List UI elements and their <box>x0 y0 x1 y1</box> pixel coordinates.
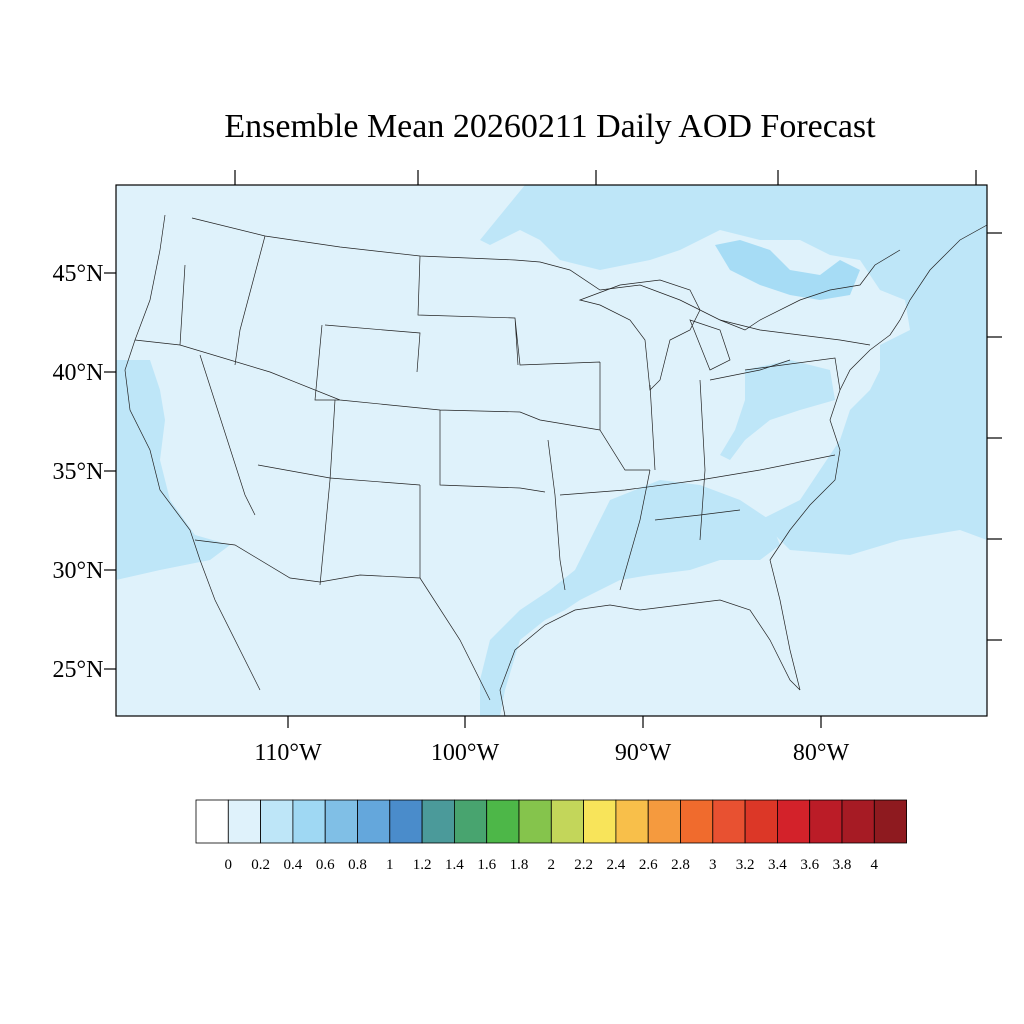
aod-regions <box>116 185 987 716</box>
state-lines <box>134 235 871 591</box>
colorbar-swatch <box>647 799 681 844</box>
longitude-labels: 110°W 100°W 90°W 80°W <box>254 740 849 766</box>
colorbar-tick-label: 0.4 <box>284 857 303 873</box>
aod-region-canada-high <box>715 240 860 300</box>
plot-frame <box>115 184 988 717</box>
colorbar-swatch <box>486 799 520 844</box>
colorbar-swatch <box>292 799 326 844</box>
colorbar-swatch <box>873 799 907 844</box>
colorbar-tick-label: 3.6 <box>800 857 819 873</box>
lat-label-40: 40°N <box>53 360 104 386</box>
colorbar-swatch <box>421 799 455 844</box>
great-lakes <box>578 279 791 391</box>
colorbar-swatch <box>809 799 843 844</box>
colorbar-tick-label: 2 <box>548 857 556 873</box>
colorbar-tick-label: 2.8 <box>671 857 690 873</box>
mexico-border <box>194 539 491 701</box>
colorbar-swatch <box>680 799 714 844</box>
tick-marks <box>104 170 1002 728</box>
colorbar-swatch <box>453 799 488 844</box>
colorbar-tick-label: 1.2 <box>413 857 432 873</box>
colorbar-swatch <box>744 799 778 844</box>
colorbar-swatch <box>389 799 423 844</box>
aod-region-gulf <box>480 480 780 716</box>
colorbar-swatch <box>195 799 229 844</box>
colorbar-tick-label: 2.4 <box>607 857 626 873</box>
colorbar-swatch <box>841 799 875 844</box>
lat-label-35: 35°N <box>53 459 104 485</box>
colorbar-tick-label: 0 <box>225 857 233 873</box>
colorbar-tick-label: 4 <box>871 857 879 873</box>
colorbar-tick-label: 2.6 <box>639 857 658 873</box>
lat-label-45: 45°N <box>53 261 104 287</box>
colorbar-tick-label: 1.8 <box>510 857 529 873</box>
colorbar-tick-label: 3 <box>709 857 717 873</box>
colorbar <box>195 799 907 844</box>
lat-label-30: 30°N <box>53 558 104 584</box>
aod-region-west-coast <box>116 360 230 580</box>
boundaries <box>124 214 987 716</box>
colorbar-labels: 0 0.2 0.4 0.6 0.8 1 1.2 1.4 1.6 1.8 2 2.2 2.4 2.6 2.8 3… <box>225 857 879 873</box>
lon-label-90w: 90°W <box>615 740 672 766</box>
colorbar-swatch <box>357 799 391 844</box>
gulf-coast <box>499 599 801 716</box>
east-coast <box>769 224 987 691</box>
colorbar-swatch <box>227 799 262 844</box>
colorbar-swatch <box>324 799 358 844</box>
lon-label-100w: 100°W <box>431 740 500 766</box>
west-coast <box>124 214 261 691</box>
colorbar-tick-label: 0.6 <box>316 857 335 873</box>
colorbar-swatch <box>712 799 746 844</box>
lat-label-25: 25°N <box>53 657 104 683</box>
map-title: Ensemble Mean 20260211 Daily AOD Forecas… <box>224 108 876 145</box>
latitude-labels: 45°N 40°N 35°N 30°N 25°N <box>53 261 104 683</box>
colorbar-tick-label: 0.2 <box>251 857 270 873</box>
colorbar-tick-label: 2.2 <box>574 857 593 873</box>
aod-region-ohio-valley <box>720 360 835 460</box>
colorbar-swatch <box>550 799 584 844</box>
colorbar-swatch <box>518 799 552 844</box>
colorbar-swatch <box>260 799 294 844</box>
lon-label-80w: 80°W <box>793 740 850 766</box>
colorbar-tick-label: 3.2 <box>736 857 755 873</box>
lon-label-110w: 110°W <box>254 740 322 766</box>
colorbar-tick-label: 0.8 <box>348 857 367 873</box>
aod-region-atlantic <box>960 350 987 420</box>
colorbar-swatch <box>583 799 617 844</box>
colorbar-tick-label: 1.4 <box>445 857 464 873</box>
colorbar-tick-label: 1 <box>386 857 394 873</box>
colorbar-tick-label: 3.8 <box>833 857 852 873</box>
colorbar-swatch <box>615 799 649 844</box>
colorbar-tick-label: 1.6 <box>477 857 496 873</box>
aod-region-north-east <box>480 185 987 555</box>
us-canada-border <box>191 217 901 331</box>
colorbar-swatch <box>777 799 811 844</box>
colorbar-tick-label: 3.4 <box>768 857 787 873</box>
